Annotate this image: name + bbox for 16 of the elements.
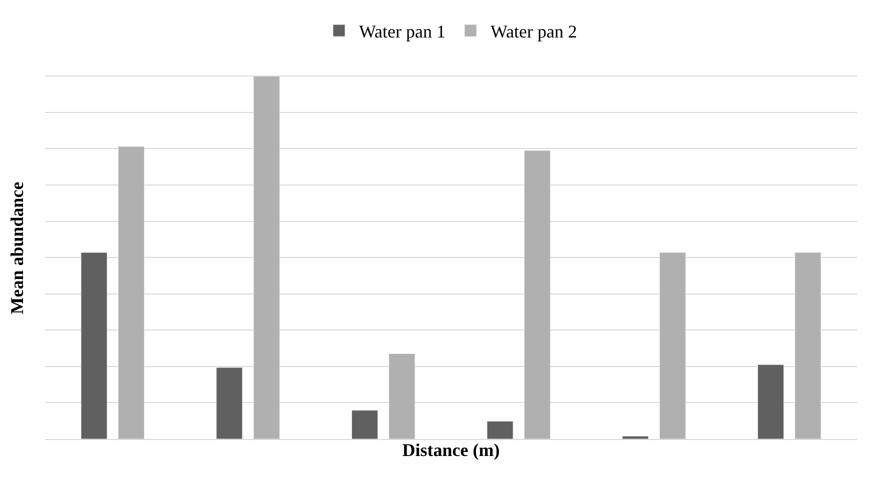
bar xyxy=(388,353,416,439)
bar xyxy=(524,150,551,439)
bar xyxy=(253,76,280,439)
bar xyxy=(216,367,243,439)
y-axis-title: Mean abundance xyxy=(7,182,28,314)
bar xyxy=(794,252,822,439)
bar xyxy=(659,252,686,439)
x-axis-title: Distance (m) xyxy=(402,440,500,460)
bar xyxy=(118,146,145,439)
legend-label: Water pan 2 xyxy=(490,22,578,42)
bar xyxy=(622,436,649,439)
bar xyxy=(351,410,378,439)
legend-label: Water pan 1 xyxy=(359,22,446,42)
bar xyxy=(80,252,108,439)
bar xyxy=(486,420,514,439)
bar xyxy=(757,364,784,439)
